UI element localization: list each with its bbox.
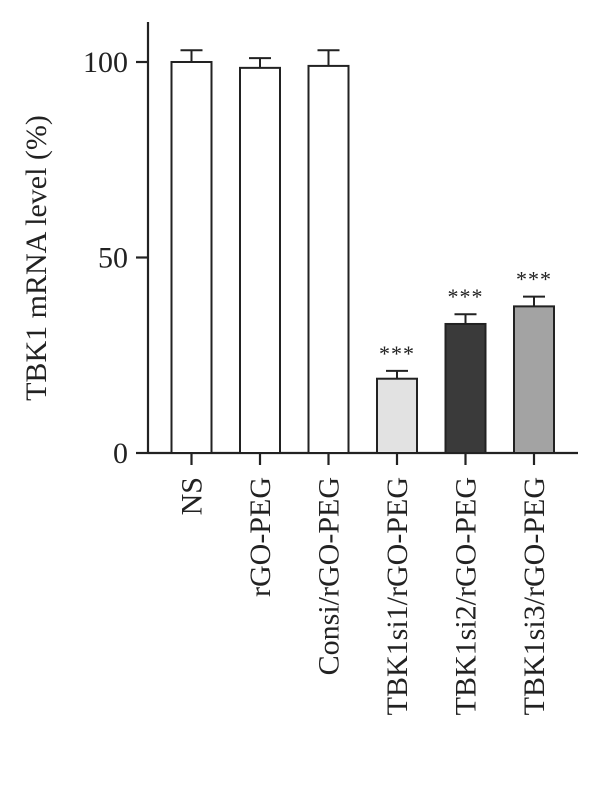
bar	[444, 322, 487, 454]
x-tick-label: rGO-PEG	[244, 477, 277, 597]
significance-label: ***	[448, 284, 484, 309]
x-tick-label: NS	[176, 477, 209, 515]
x-tick-label: Consi/rGO-PEG	[313, 477, 346, 675]
bar	[239, 66, 281, 455]
x-tick-label: TBK1si1/rGO-PEG	[381, 477, 414, 715]
x-tick-label: TBK1si2/rGO-PEG	[450, 477, 483, 715]
y-tick-label: 0	[113, 437, 128, 470]
x-tick-label: TBK1si3/rGO-PEG	[518, 477, 551, 715]
bar	[170, 61, 213, 454]
significance-label: ***	[379, 341, 415, 366]
significance-label: ***	[516, 267, 552, 292]
bar	[513, 305, 555, 454]
y-tick-label: 50	[98, 242, 128, 275]
y-tick-label: 100	[83, 46, 128, 79]
bar	[376, 377, 418, 454]
bar	[307, 64, 350, 454]
y-axis-title: TBK1 mRNA level (%)	[20, 115, 53, 401]
